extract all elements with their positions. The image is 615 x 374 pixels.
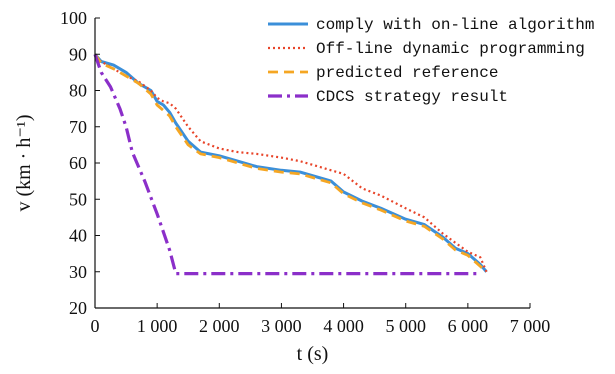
series-line-2 (94, 56, 488, 273)
x-tick-label: 3 000 (261, 316, 302, 336)
y-tick-label: 20 (69, 298, 87, 318)
legend-label-4: CDCS strategy result (316, 88, 508, 106)
legend-label-2: Off-line dynamic programming (316, 40, 585, 58)
legend: comply with on-line algorithm Off-line dy… (268, 16, 594, 106)
x-axis-label: t (s) (297, 343, 329, 365)
x-tick-label: 0 (91, 316, 100, 336)
y-tick-label: 60 (69, 153, 87, 173)
y-tick-label: 40 (69, 226, 87, 246)
x-tick-label: 7 000 (510, 316, 551, 336)
legend-label-1: comply with on-line algorithm (316, 16, 594, 34)
legend-label-3: predicted reference (316, 64, 498, 82)
ticks-layer: 20 30 40 50 60 70 80 90 100 0 1 000 2 000 3 000 4 000… (60, 8, 550, 336)
y-tick-label: 70 (69, 117, 87, 137)
series-line-4 (93, 53, 481, 276)
x-tick-label: 1 000 (137, 316, 178, 336)
series-layer (93, 53, 488, 276)
y-axis-label: v (km · h⁻¹) (13, 114, 35, 211)
x-tick-label: 5 000 (385, 316, 426, 336)
x-tick-label: 4 000 (323, 316, 364, 336)
y-tick-label: 80 (69, 81, 87, 101)
axes-layer (94, 18, 530, 309)
y-tick-label: 50 (69, 189, 87, 209)
x-tick-label: 6 000 (448, 316, 489, 336)
series-line-3 (93, 53, 488, 273)
x-tick-label: 2 000 (199, 316, 240, 336)
series-line-1 (93, 53, 488, 273)
y-tick-label: 100 (60, 8, 87, 28)
y-tick-label: 30 (69, 262, 87, 282)
y-tick-label: 90 (69, 44, 87, 64)
